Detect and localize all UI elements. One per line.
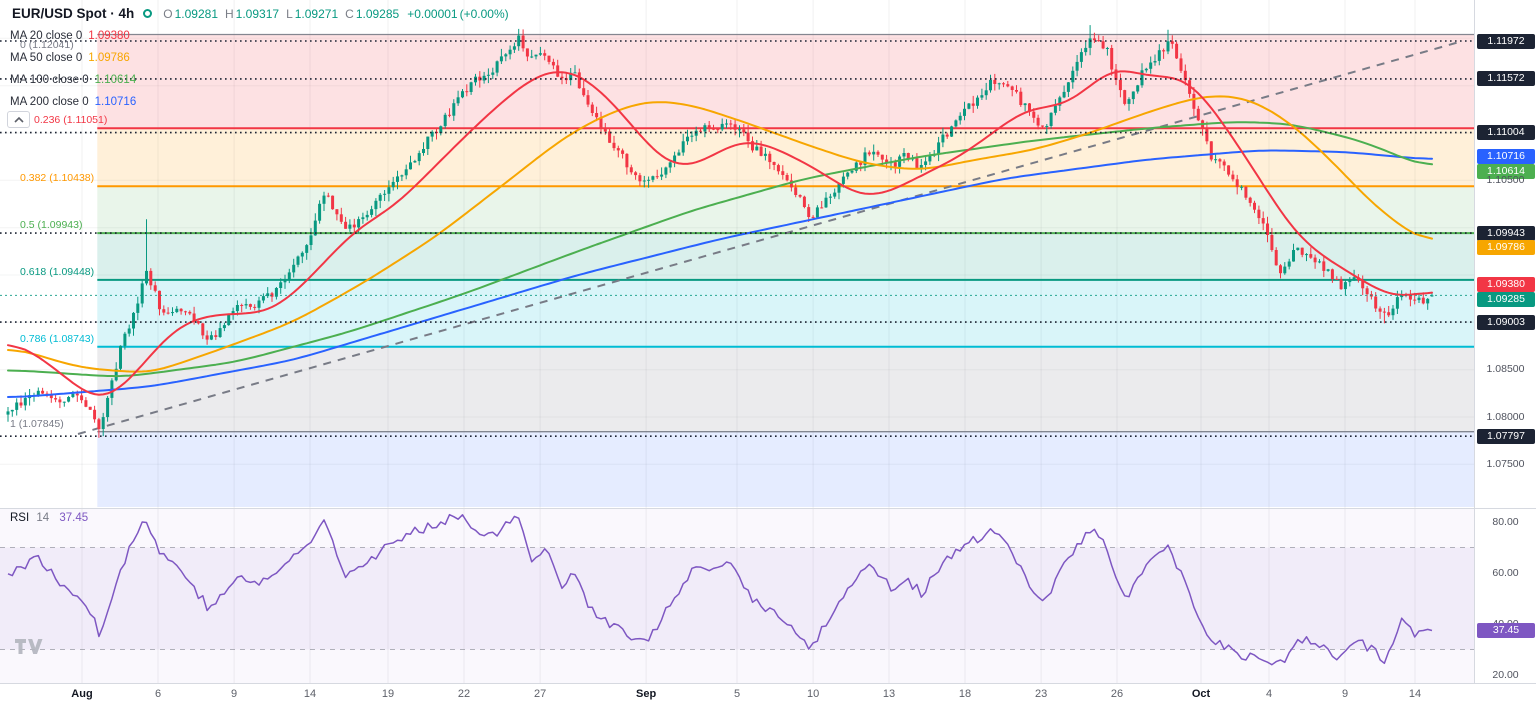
high-label: H	[225, 6, 234, 21]
symbol-title[interactable]: EUR/USD Spot · 4h	[12, 6, 135, 21]
rsi-period: 14	[36, 512, 50, 524]
price-axis-label-1.08500: 1.08500	[1486, 363, 1525, 376]
fib-level-label: 0.236 (1.11051)	[34, 114, 108, 127]
low-label: L	[286, 6, 293, 21]
change-percent: (+0.00%)	[459, 6, 509, 21]
ma-legend-value: 1.09786	[88, 52, 130, 64]
price-axis-label-1.11572: 1.11572	[1477, 71, 1535, 87]
time-axis-label-14: 14	[303, 688, 317, 700]
fib-level-label: 0.5 (1.09943)	[20, 219, 83, 232]
time-axis-label-10: 10	[806, 688, 820, 700]
market-status-icon[interactable]	[143, 9, 153, 18]
chart-canvas[interactable]	[0, 0, 1536, 683]
open-label: O	[163, 6, 173, 21]
ma-legend-value: 1.09380	[88, 30, 130, 42]
price-axis-label-1.07797: 1.07797	[1477, 428, 1535, 444]
time-axis-label-23: 23	[1034, 688, 1048, 700]
price-axis-label-1.09380: 1.09380	[1477, 276, 1535, 292]
price-axis-label-1.09003: 1.09003	[1477, 314, 1535, 330]
ohlc-values: O 1.09281 H 1.09317 L 1.09271 C 1.09285 +0.0…	[156, 7, 508, 21]
time-axis-label-19: 19	[381, 688, 395, 700]
time-axis-label-26: 26	[1110, 688, 1124, 700]
change-value: +0.00001	[407, 6, 458, 21]
price-axis-label-1.09786: 1.09786	[1477, 240, 1535, 256]
price-axis-label-1.11004: 1.11004	[1477, 125, 1535, 141]
pane-separator[interactable]	[0, 508, 1536, 509]
collapse-drawings-button[interactable]	[7, 111, 30, 128]
time-axis-label-22: 22	[457, 688, 471, 700]
price-axis-label-1.10500: 1.10500	[1486, 173, 1525, 186]
price-axis-label-1.09285: 1.09285	[1477, 291, 1535, 307]
low-value: 1.09271	[294, 6, 339, 21]
time-axis-label-6: 6	[154, 688, 162, 700]
price-axis-label-1.11972: 1.11972	[1477, 33, 1535, 49]
fib-level-label: 0.786 (1.08743)	[20, 332, 95, 345]
time-axis-label-Aug: Aug	[71, 688, 93, 700]
rsi-value-badge: 37.45	[1477, 623, 1535, 638]
time-axis-label-4: 4	[1265, 688, 1273, 700]
price-axis-label-1.10614: 1.10614	[1477, 164, 1535, 180]
price-axis[interactable]: 1.11972 1.11572 1.11004 1.10716 1.10614 1.105…	[1474, 0, 1536, 706]
time-axis-label-9: 9	[231, 688, 238, 700]
ma-legend-row[interactable]: MA 50 close 0 1.09786	[10, 52, 130, 64]
ma-legend-row[interactable]: MA 20 close 0 1.09380	[10, 30, 130, 42]
ma-legend-label: MA 20 close 0	[10, 30, 83, 42]
rsi-axis-label-80.00: 80.00	[1492, 515, 1519, 528]
fib-level-label: 1 (1.07845)	[10, 417, 64, 430]
time-axis[interactable]: Aug 6 9 14 19 22 27 Sep 5 10 13 18 23 26 Oct 4 9 14	[0, 683, 1536, 706]
time-axis-label-Sep: Sep	[636, 688, 657, 700]
time-axis-label-5: 5	[733, 688, 741, 700]
price-axis-label-1.07500: 1.07500	[1486, 457, 1525, 470]
chart-header: EUR/USD Spot · 4h O 1.09281 H 1.09317 L 1.0…	[12, 6, 509, 21]
ma-legend-row[interactable]: MA 100 close 0 1.10614	[10, 74, 136, 86]
ma-legend-value: 1.10716	[94, 96, 137, 108]
fib-level-label: 0.382 (1.10438)	[20, 172, 95, 185]
close-label: C	[345, 6, 354, 21]
time-axis-label-27: 27	[533, 688, 547, 700]
chevron-up-icon	[13, 116, 24, 123]
close-value: 1.09285	[355, 6, 400, 21]
rsi-label: RSI	[10, 512, 30, 524]
time-axis-label-14: 14	[1408, 688, 1422, 700]
ma-legend-value: 1.10614	[94, 74, 137, 86]
high-value: 1.09317	[235, 6, 280, 21]
price-axis-label-1.08000: 1.08000	[1486, 410, 1525, 423]
tradingview-logo[interactable]	[14, 638, 44, 655]
rsi-indicator-title[interactable]: RSI 14 37.45	[10, 512, 88, 524]
time-axis-label-9: 9	[1341, 688, 1349, 700]
ma-legend-label: MA 200 close 0	[10, 96, 89, 108]
fib-level-label: 0 (1.12041)	[20, 38, 74, 51]
time-axis-label-Oct: Oct	[1191, 688, 1211, 700]
rsi-axis-label-20.00: 20.00	[1492, 668, 1519, 681]
price-axis-label-1.10716: 1.10716	[1477, 149, 1535, 165]
time-axis-separator	[0, 683, 1536, 684]
time-axis-label-13: 13	[882, 688, 896, 700]
open-value: 1.09281	[174, 6, 218, 21]
rsi-axis-label-60.00: 60.00	[1492, 566, 1519, 579]
ma-legend-label: MA 50 close 0	[10, 52, 83, 64]
time-axis-label-18: 18	[958, 688, 972, 700]
ma-legend-label: MA 100 close 0	[10, 74, 89, 86]
rsi-value: 37.45	[59, 512, 89, 524]
price-axis-label-1.09943: 1.09943	[1477, 225, 1535, 241]
ma-legend-row[interactable]: MA 200 close 0 1.10716	[10, 96, 136, 108]
fib-level-label: 0.618 (1.09448)	[20, 265, 95, 278]
